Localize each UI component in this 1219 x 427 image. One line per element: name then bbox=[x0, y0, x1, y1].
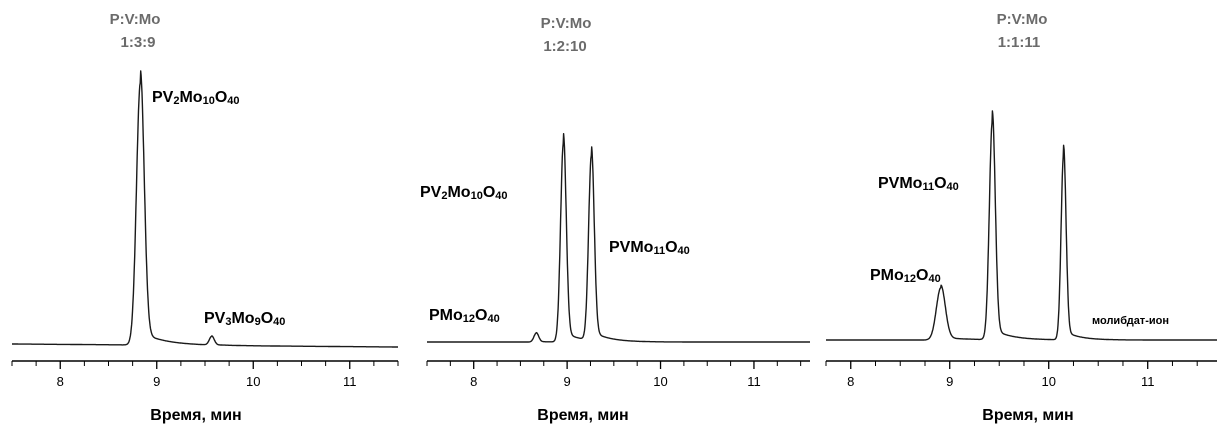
x-tick-label: 8 bbox=[57, 374, 64, 389]
x-tick-label: 10 bbox=[1041, 374, 1055, 389]
panel-title: P:V:Mo bbox=[997, 11, 1048, 28]
x-tick-label: 9 bbox=[564, 374, 571, 389]
peak-labels: PMo12O40 PV2Mo10O40 PVMo11O40 bbox=[420, 184, 690, 325]
panel-subtitle: 1:1:11 bbox=[998, 34, 1041, 51]
panel-subtitle: 1:2:10 bbox=[543, 38, 586, 55]
x-tick-label: 11 bbox=[747, 374, 761, 389]
peak-labels: PV2Mo10O40 PV3Mo9O40 bbox=[152, 89, 285, 328]
chromatogram-trace bbox=[825, 110, 1218, 341]
peak-label-pv3mo9o40: PV3Mo9O40 bbox=[204, 310, 285, 328]
x-axis-ticks: 8 9 10 11 bbox=[426, 361, 802, 389]
x-tick-label: 11 bbox=[1141, 374, 1155, 389]
x-tick-label: 9 bbox=[946, 374, 953, 389]
panel-title: P:V:Mo bbox=[110, 11, 161, 28]
peak-label-pvmo11o40: PVMo11O40 bbox=[878, 175, 959, 193]
peak-label-pv2mo10o40: PV2Mo10O40 bbox=[420, 184, 508, 202]
x-axis-label: Время, мин bbox=[150, 407, 241, 424]
peak-labels: PMo12O40 PVMo11O40 молибдат-ион bbox=[870, 175, 1169, 327]
panel-subtitle: 1:3:9 bbox=[120, 34, 155, 51]
panel-title: P:V:Mo bbox=[541, 15, 592, 32]
chart-panel-2: P:V:Mo 1:2:10 8 9 10 11 PMo12O40 PV2Mo10O40… bbox=[420, 15, 811, 424]
x-tick-label: 11 bbox=[343, 374, 357, 389]
x-tick-label: 10 bbox=[653, 374, 667, 389]
chromatogram-trace bbox=[426, 133, 811, 343]
x-tick-label: 9 bbox=[153, 374, 160, 389]
x-tick-label: 8 bbox=[847, 374, 854, 389]
peak-label-molybdate-ion: молибдат-ион bbox=[1092, 315, 1169, 327]
x-tick-label: 8 bbox=[470, 374, 477, 389]
peak-label-pmo12o40: PMo12O40 bbox=[870, 267, 941, 285]
chart-panel-3: P:V:Mo 1:1:11 8 9 10 11 PMo12O40 PVMo11O40 … bbox=[825, 11, 1218, 424]
x-axis-ticks: 8 9 10 11 bbox=[825, 361, 1198, 389]
x-axis-ticks: 8 9 10 11 bbox=[11, 361, 399, 389]
peak-label-pmo12o40: PMo12O40 bbox=[429, 307, 500, 325]
x-axis-label: Время, мин bbox=[537, 407, 628, 424]
chart-panel-1: P:V:Mo 1:3:9 8 9 10 11 PV2Mo10O40 PV3Mo9O40… bbox=[11, 11, 399, 424]
x-axis-label: Время, мин bbox=[982, 407, 1073, 424]
peak-label-pv2mo10o40: PV2Mo10O40 bbox=[152, 89, 240, 107]
x-tick-label: 10 bbox=[246, 374, 260, 389]
chromatogram-trace bbox=[11, 70, 399, 348]
peak-label-pvmo11o40: PVMo11O40 bbox=[609, 239, 690, 257]
